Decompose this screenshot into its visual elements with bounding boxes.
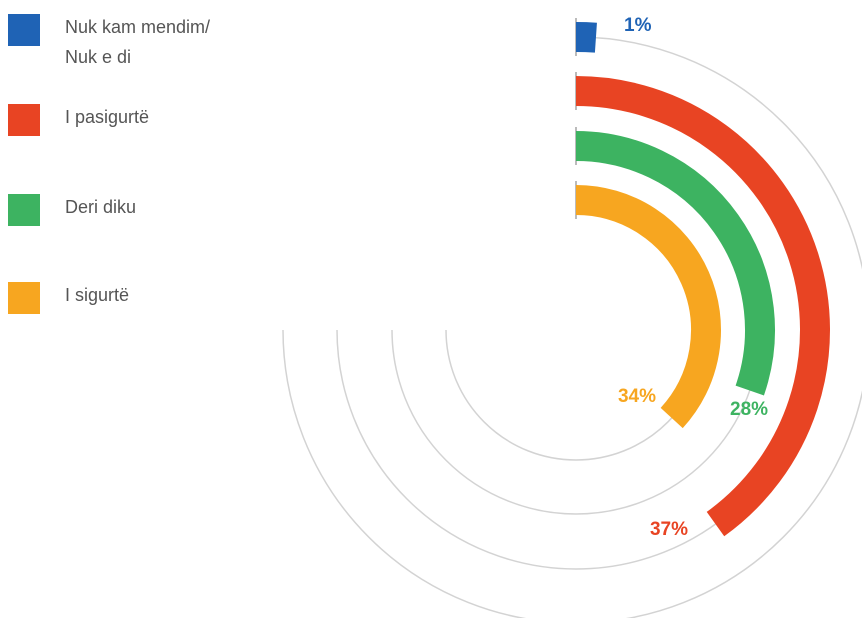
bar bbox=[575, 131, 775, 396]
legend-item: I sigurtë bbox=[8, 282, 245, 314]
value-label: 28% bbox=[730, 399, 768, 420]
bar bbox=[575, 185, 721, 429]
track bbox=[282, 36, 862, 618]
value-label: 1% bbox=[624, 15, 652, 36]
value-label: 34% bbox=[618, 386, 656, 407]
legend-label: Nuk kam mendim/ Nuk e di bbox=[65, 17, 211, 67]
legend-item: Nuk kam mendim/ Nuk e di bbox=[8, 14, 245, 72]
legend-swatch bbox=[8, 14, 40, 46]
legend-swatch bbox=[8, 104, 40, 136]
legend-label: I sigurtë bbox=[65, 285, 130, 305]
legend-item: Deri diku bbox=[8, 194, 245, 226]
legend-item: I pasigurtë bbox=[8, 104, 245, 136]
value-label: 37% bbox=[650, 519, 688, 540]
legend-label: I pasigurtë bbox=[65, 107, 150, 127]
bar bbox=[575, 22, 597, 53]
legend-swatch bbox=[8, 194, 40, 226]
legend-swatch bbox=[8, 282, 40, 314]
legend-label: Deri diku bbox=[65, 197, 137, 217]
bar bbox=[575, 76, 830, 537]
